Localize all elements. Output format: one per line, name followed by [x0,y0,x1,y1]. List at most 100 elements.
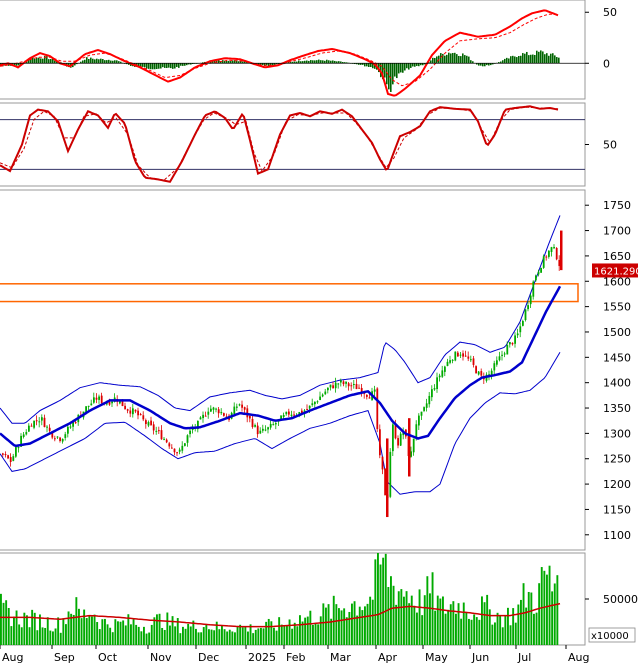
macd-histogram-bar [542,51,544,64]
macd-histogram-bar [540,50,542,64]
volume-bar [117,621,119,645]
volume-bar [473,614,476,645]
macd-histogram-bar [356,63,358,65]
candle-body [514,335,516,344]
candle-body [74,422,77,424]
macd-histogram-bar [534,54,536,64]
macd-histogram-bar [556,57,558,64]
macd-histogram-bar [140,63,142,69]
candle-body [334,382,337,389]
volume-bar [338,608,340,645]
volume-bar [205,624,208,645]
candle-body [210,408,212,412]
volume-bar [257,628,260,645]
candle-body [519,326,522,333]
macd-histogram-bar [470,60,472,64]
macd-histogram-bar [30,58,32,64]
x-tick-label: May [425,651,448,664]
macd-histogram-bar [532,54,534,64]
volume-bar [148,632,151,645]
volume-bar [390,576,392,645]
volume-bar [88,615,91,645]
volume-bar [109,627,112,645]
candle-body [56,436,59,438]
candle-body [106,403,108,405]
macd-histogram-bar [536,50,538,64]
x-tick-label: Dec [198,651,219,664]
macd-histogram-bar [326,59,328,64]
volume-bar [525,607,528,645]
macd-histogram-bar [34,58,36,64]
candle-body [350,385,353,387]
candle-body [358,387,360,389]
volume-bar [223,629,226,645]
macd-histogram-bar [168,63,170,68]
macd-histogram-bar [164,63,166,68]
volume-bar [301,621,304,645]
macd-histogram-bar [170,63,172,69]
candle-body [560,230,563,271]
volume-bar [221,625,223,645]
macd-histogram-bar [190,63,192,65]
candle-body [511,342,514,345]
candle-body [553,247,555,249]
macd-panel: 50 0 [0,6,617,97]
volume-bar [145,633,148,645]
macd-histogram-bar [478,63,480,66]
candle-body [264,429,267,431]
macd-histogram-bar [308,60,310,64]
volume-bar [156,614,158,645]
macd-histogram-bar [218,60,220,64]
volume-bar [449,604,452,645]
candle-body [119,400,121,404]
volume-bar [384,553,387,645]
volume-bar [426,576,429,645]
macd-histogram-bar [106,60,108,64]
macd-histogram-bar [296,61,298,64]
macd-histogram-bar [262,63,264,66]
candle-body [43,417,46,428]
volume-bar [179,633,182,645]
macd-histogram-bar [502,60,504,64]
volume-bar [23,612,26,645]
stochastic-y-ticks: 50 [585,139,617,152]
candle-body [199,417,202,420]
macd-histogram-bar [428,61,430,64]
volume-bar [551,591,554,645]
macd-histogram-bar [52,58,54,64]
volume-bar [327,604,330,645]
volume-bar [416,612,418,645]
macd-histogram-bar [476,63,478,65]
candle-body [147,422,150,426]
macd-histogram-bar [50,58,52,64]
macd-histogram-bar [230,61,232,64]
candle-body [368,397,371,399]
candle-body [501,354,503,356]
volume-bar [189,626,192,645]
volume-bar [286,625,288,645]
candle-body [542,256,545,268]
candle-body [90,403,93,406]
macd-histogram-bar [126,63,128,65]
candle-body [64,434,67,438]
volume-bar [36,630,39,645]
candle-body [28,425,30,432]
volume-bar [171,616,174,645]
x-tick-label: Nov [150,651,172,664]
volume-bar [174,626,177,645]
volume-bar [150,624,153,645]
macd-histogram-bar [40,58,42,64]
volume-bar [226,631,229,645]
volume-bar [26,615,28,645]
macd-histogram-bar [210,61,212,64]
macd-histogram-bar [492,63,494,65]
macd-histogram-bar [552,53,554,64]
candle-body [548,250,550,257]
volume-bar [161,627,164,645]
price-frame [0,189,586,551]
macd-histogram-bar [294,61,296,64]
volume-bar [202,627,205,645]
volume-bar [374,559,377,645]
volume-bar [330,618,333,645]
volume-bar [13,616,15,645]
